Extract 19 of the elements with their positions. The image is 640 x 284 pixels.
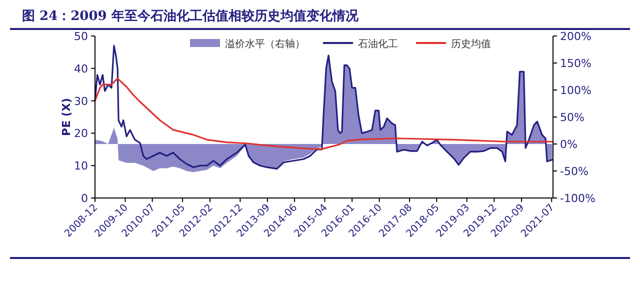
y2-tick-label: 100%	[560, 84, 592, 97]
y2-tick-label: -50%	[560, 165, 588, 178]
y-tick-label: 30	[74, 94, 88, 108]
y2-tick-label: 150%	[560, 57, 592, 70]
y-tick-label: 40	[74, 62, 88, 76]
y-tick-label: 10	[74, 160, 88, 173]
line-series	[94, 78, 554, 150]
y2-tick-label: 50%	[560, 111, 584, 124]
y-tick-label: 20	[74, 127, 88, 140]
y2-tick-label: 200%	[560, 30, 592, 43]
y2-tick-label: -100%	[560, 192, 596, 205]
legend-label: 石油化工	[358, 38, 398, 50]
legend-label: 历史均值	[451, 38, 491, 50]
y2-tick-label: 0%	[560, 138, 578, 151]
chart-title: 图 24：2009 年至今石油化工估值相较历史均值变化情况	[22, 8, 360, 24]
y-tick-label: 50	[74, 30, 88, 43]
y-tick-label: 0	[81, 192, 88, 205]
y-axis-title: PE (X)	[60, 98, 73, 136]
legend-label: 溢价水平（右轴）	[225, 38, 305, 50]
